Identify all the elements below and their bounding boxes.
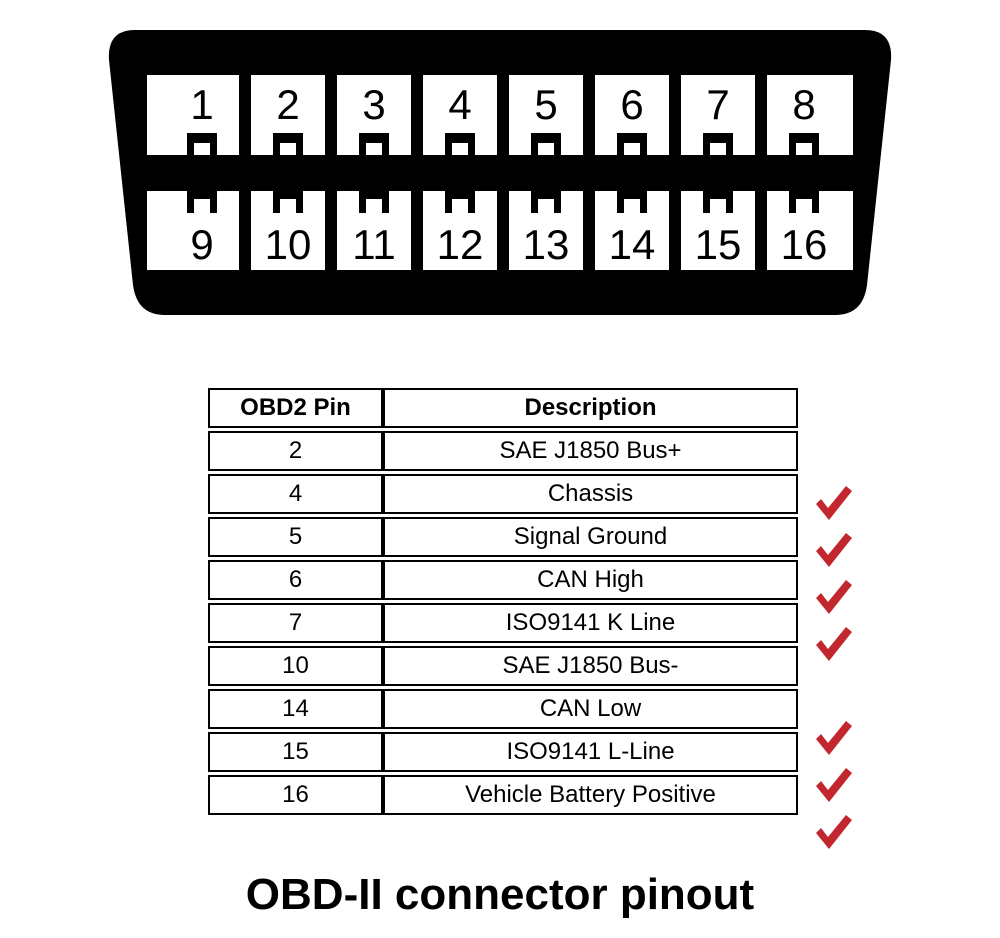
- pin-label: 3: [344, 81, 404, 129]
- check-icon: [812, 576, 854, 618]
- cell-desc: CAN Low: [383, 689, 798, 729]
- check-icon: [812, 764, 854, 806]
- diagram-title: OBD-II connector pinout: [0, 870, 1000, 920]
- pin-label: 7: [688, 81, 748, 129]
- pin-label: 14: [602, 221, 662, 269]
- table-row: 15ISO9141 L-Line: [208, 732, 798, 772]
- cell-desc: SAE J1850 Bus-: [383, 646, 798, 686]
- pin-label: 2: [258, 81, 318, 129]
- obd-connector-diagram: 1 9 2 10 3 11 4 12 5 13 6 14 7 15 8 16: [105, 25, 895, 320]
- table-row: 2SAE J1850 Bus+: [208, 431, 798, 471]
- cell-pin: 2: [208, 431, 383, 471]
- cell-desc: SAE J1850 Bus+: [383, 431, 798, 471]
- pin-label: 1: [172, 81, 232, 129]
- check-icon: [812, 811, 854, 853]
- header-pin: OBD2 Pin: [208, 388, 383, 428]
- cell-pin: 15: [208, 732, 383, 772]
- table-row: 5Signal Ground: [208, 517, 798, 557]
- pinout-table: OBD2 Pin Description 2SAE J1850 Bus+4Cha…: [208, 385, 798, 818]
- pin-label: 4: [430, 81, 490, 129]
- cell-pin: 14: [208, 689, 383, 729]
- check-icon: [812, 529, 854, 571]
- cell-desc: ISO9141 L-Line: [383, 732, 798, 772]
- pin-label: 6: [602, 81, 662, 129]
- check-icon: [812, 482, 854, 524]
- cell-pin: 5: [208, 517, 383, 557]
- table-header-row: OBD2 Pin Description: [208, 388, 798, 428]
- table-row: 10SAE J1850 Bus-: [208, 646, 798, 686]
- cell-desc: Signal Ground: [383, 517, 798, 557]
- pin-label: 10: [258, 221, 318, 269]
- cell-desc: Vehicle Battery Positive: [383, 775, 798, 815]
- pin-label: 5: [516, 81, 576, 129]
- cell-pin: 16: [208, 775, 383, 815]
- check-icon: [812, 717, 854, 759]
- table-row: 16Vehicle Battery Positive: [208, 775, 798, 815]
- cell-pin: 6: [208, 560, 383, 600]
- cell-pin: 7: [208, 603, 383, 643]
- cell-desc: CAN High: [383, 560, 798, 600]
- table-row: 6CAN High: [208, 560, 798, 600]
- pinout-table-wrap: OBD2 Pin Description 2SAE J1850 Bus+4Cha…: [208, 385, 798, 818]
- table-row: 4Chassis: [208, 474, 798, 514]
- cell-desc: Chassis: [383, 474, 798, 514]
- pin-label: 16: [774, 221, 834, 269]
- pin-label: 13: [516, 221, 576, 269]
- table-row: 14CAN Low: [208, 689, 798, 729]
- header-desc: Description: [383, 388, 798, 428]
- connector-svg: [105, 25, 895, 320]
- pin-label: 8: [774, 81, 834, 129]
- cell-pin: 10: [208, 646, 383, 686]
- cell-desc: ISO9141 K Line: [383, 603, 798, 643]
- table-row: 7ISO9141 K Line: [208, 603, 798, 643]
- pin-label: 11: [344, 221, 404, 269]
- check-icon: [812, 623, 854, 665]
- pin-label: 9: [172, 221, 232, 269]
- cell-pin: 4: [208, 474, 383, 514]
- pin-label: 15: [688, 221, 748, 269]
- pin-label: 12: [430, 221, 490, 269]
